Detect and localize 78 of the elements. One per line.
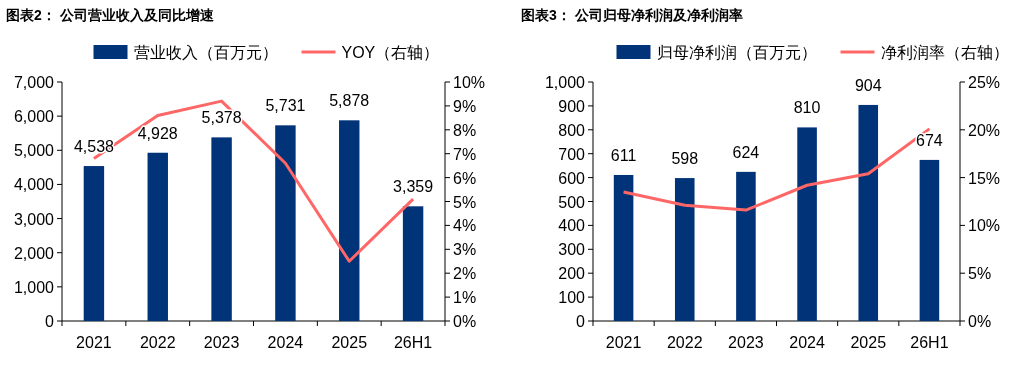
- data-label: 904: [854, 76, 882, 94]
- y2-tick-label: 5%: [968, 265, 992, 283]
- bar: [674, 178, 695, 321]
- legend-label: 净利润率（右轴）: [880, 44, 1009, 61]
- bar: [736, 171, 756, 321]
- chart-title: 图表2： 公司营业收入及同比增速: [6, 7, 215, 23]
- y2-tick-label: 4%: [453, 217, 477, 235]
- y-tick-label: 800: [558, 121, 586, 139]
- bar: [339, 120, 360, 321]
- x-tick-label: 2023: [728, 334, 764, 351]
- y2-tick-label: 10%: [453, 74, 486, 91]
- bar: [797, 127, 817, 321]
- data-label: 4,538: [73, 138, 115, 156]
- y-tick-label: 4,000: [13, 176, 55, 194]
- x-tick-label: 2025: [850, 334, 887, 351]
- data-label: 5,378: [201, 109, 242, 127]
- legend-label: 营业收入（百万元）: [133, 44, 278, 61]
- y-tick-label: 300: [558, 241, 586, 259]
- chart-title: 图表3： 公司归母净利润及净利润率: [521, 7, 743, 23]
- y2-tick-label: 5%: [453, 193, 477, 211]
- legend-label: YOY（右轴）: [341, 44, 440, 61]
- data-label: 674: [916, 131, 943, 149]
- x-tick-label: 2025: [331, 334, 368, 351]
- data-label: 5,731: [265, 97, 306, 115]
- bar: [402, 206, 424, 321]
- y-tick-label: 100: [558, 289, 586, 307]
- y2-tick-label: 0%: [968, 313, 992, 330]
- data-label: 624: [732, 143, 760, 161]
- data-label: 5,878: [329, 92, 370, 110]
- y2-tick-label: 1%: [453, 289, 477, 307]
- x-tick-label: 2021: [76, 334, 112, 351]
- x-tick-label: 2022: [666, 334, 703, 351]
- bar: [858, 104, 879, 321]
- x-tick-label: 26H1: [393, 334, 433, 351]
- x-tick-label: 2024: [267, 334, 304, 351]
- y2-tick-label: 7%: [453, 145, 477, 163]
- y2-tick-label: 20%: [968, 121, 1001, 139]
- data-label: 598: [671, 150, 699, 168]
- data-label: 810: [793, 99, 821, 117]
- bar: [613, 174, 634, 321]
- y-tick-label: 6,000: [13, 108, 55, 126]
- y-tick-label: 0: [576, 313, 586, 330]
- x-tick-label: 26H1: [910, 334, 949, 351]
- y-tick-label: 900: [558, 97, 586, 115]
- data-label: 4,928: [137, 124, 178, 142]
- y-tick-label: 1,000: [544, 74, 586, 91]
- y-tick-label: 400: [558, 217, 586, 235]
- y-tick-label: 7,000: [13, 74, 55, 91]
- bar: [275, 125, 296, 321]
- x-tick-label: 2024: [789, 334, 825, 351]
- y-tick-label: 0: [45, 313, 55, 330]
- y2-tick-label: 15%: [968, 169, 1001, 187]
- y2-tick-label: 25%: [968, 74, 1001, 91]
- y-tick-label: 3,000: [13, 210, 55, 228]
- bar: [83, 166, 105, 321]
- y-tick-label: 200: [558, 265, 586, 283]
- y2-tick-label: 10%: [968, 217, 1001, 235]
- data-label: 611: [610, 146, 637, 164]
- y2-tick-label: 8%: [453, 121, 477, 139]
- y-tick-label: 600: [558, 169, 586, 187]
- bar: [919, 159, 940, 321]
- data-label: 3,359: [393, 178, 434, 196]
- bar: [211, 137, 232, 321]
- y-tick-label: 2,000: [13, 244, 55, 262]
- x-tick-label: 2021: [605, 334, 642, 351]
- y-tick-label: 1,000: [13, 278, 55, 296]
- bar: [147, 152, 168, 321]
- y2-tick-label: 2%: [453, 265, 477, 283]
- x-tick-label: 2022: [139, 334, 176, 351]
- x-tick-label: 2023: [203, 334, 240, 351]
- y-tick-label: 500: [558, 193, 586, 211]
- y2-tick-label: 6%: [453, 169, 477, 187]
- y2-tick-label: 0%: [453, 313, 477, 330]
- y-tick-label: 5,000: [13, 142, 55, 160]
- y-tick-label: 700: [558, 145, 586, 163]
- y2-tick-label: 9%: [453, 97, 477, 115]
- y2-tick-label: 3%: [453, 241, 477, 259]
- legend-label: 归母净利润（百万元）: [656, 44, 817, 61]
